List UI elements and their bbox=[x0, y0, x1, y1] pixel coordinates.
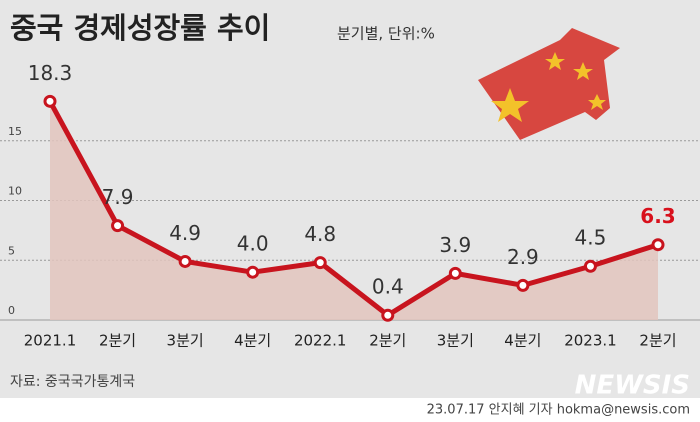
line bbox=[47, 100, 659, 318]
x-tick-label: 3분기 bbox=[437, 332, 474, 350]
source: 자료: 중국국가통계국 bbox=[10, 374, 135, 390]
credit: 23.07.17 안지혜 기자 hokma@newsis.com bbox=[427, 403, 690, 418]
watermark: NEWSIS bbox=[575, 371, 690, 401]
flag-arrow bbox=[478, 28, 620, 140]
value-label: 3.9 bbox=[439, 233, 471, 257]
x-tick-label: 3분기 bbox=[167, 332, 204, 350]
x-tick-label: 4분기 bbox=[504, 332, 541, 350]
x-tick-label: 4분기 bbox=[234, 332, 271, 350]
value-label: 18.3 bbox=[28, 61, 73, 85]
y-tick-label: 15 bbox=[8, 125, 22, 138]
value-label: 4.9 bbox=[169, 221, 201, 245]
point bbox=[111, 219, 125, 233]
y-tick-label: 0 bbox=[8, 304, 15, 317]
point bbox=[516, 278, 530, 292]
value-label: 2.9 bbox=[507, 245, 539, 269]
point bbox=[246, 265, 260, 279]
point bbox=[381, 308, 395, 322]
point bbox=[651, 238, 665, 252]
x-tick-label: 2분기 bbox=[369, 332, 406, 350]
subtitle: 분기별, 단위:% bbox=[337, 25, 435, 43]
value-label: 4.0 bbox=[237, 232, 269, 256]
value-label: 4.5 bbox=[575, 226, 607, 250]
value-label: 4.8 bbox=[304, 222, 336, 246]
y-tick-label: 10 bbox=[8, 185, 22, 198]
value-label: 0.4 bbox=[372, 275, 404, 299]
value-label: 7.9 bbox=[102, 185, 134, 209]
point bbox=[313, 256, 327, 270]
point bbox=[448, 266, 462, 280]
x-tick-label: 2021.1 bbox=[24, 332, 77, 350]
x-tick-label: 2분기 bbox=[639, 332, 676, 350]
x-tick-label: 2023.1 bbox=[564, 332, 617, 350]
footer-strip bbox=[0, 398, 700, 422]
point bbox=[178, 254, 192, 268]
point bbox=[583, 259, 597, 273]
y-tick-label: 5 bbox=[8, 244, 15, 257]
point bbox=[43, 94, 57, 108]
x-tick-label: 2분기 bbox=[99, 332, 136, 350]
chart-title: 중국 경제성장률 추이 bbox=[10, 11, 270, 45]
x-tick-label: 2022.1 bbox=[294, 332, 347, 350]
value-label: 6.3 bbox=[640, 204, 675, 228]
